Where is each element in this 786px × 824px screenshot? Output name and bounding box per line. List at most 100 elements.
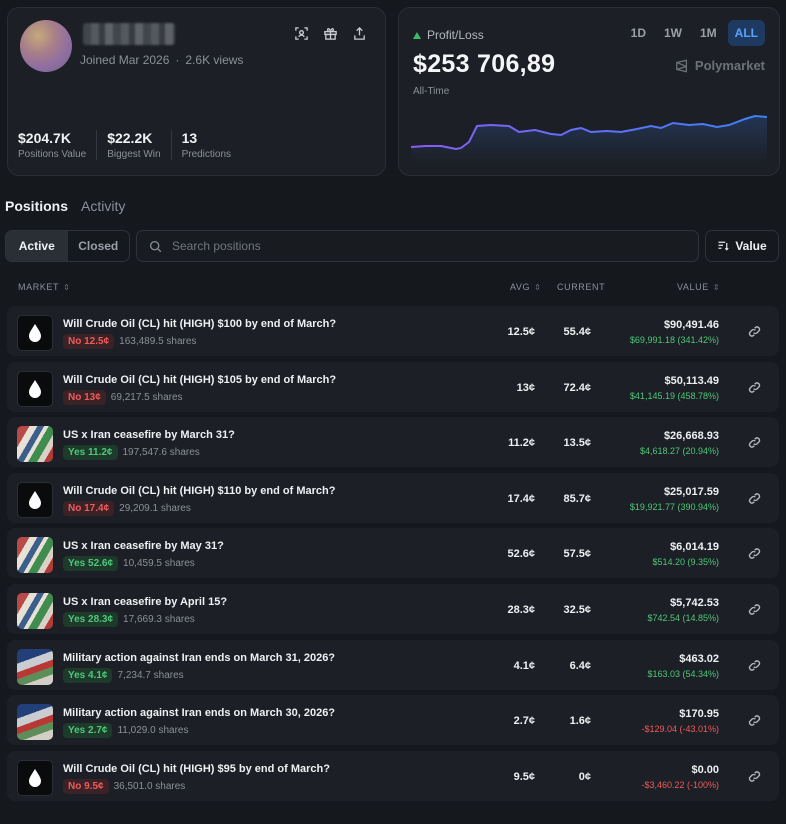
main-tabs: Positions Activity (5, 198, 125, 214)
market-thumbnail (17, 370, 53, 407)
col-market-label: MARKET (18, 282, 60, 292)
position-row[interactable]: Military action against Iran ends on Mar… (7, 695, 779, 746)
outcome-badge: No 17.4¢ (63, 500, 115, 516)
gift-icon[interactable] (323, 26, 338, 41)
position-row[interactable]: US x Iran ceasefire by April 15? Yes 28.… (7, 583, 779, 634)
scan-icon[interactable] (294, 26, 309, 41)
market-title[interactable]: US x Iran ceasefire by May 31? (63, 540, 224, 553)
avg-price: 4.1¢ (513, 659, 535, 672)
range-all[interactable]: ALL (727, 20, 765, 46)
pnl-card: Profit/Loss $253 706,89 All-Time 1D 1W 1… (398, 7, 780, 176)
outcome-badge: Yes 4.1¢ (63, 667, 113, 683)
tab-activity[interactable]: Activity (81, 198, 126, 214)
profile-actions (294, 26, 367, 41)
col-avg[interactable]: AVG ⇕ (510, 282, 541, 292)
sort-arrows-icon: ⇕ (63, 282, 71, 292)
market-thumbnail (17, 759, 53, 796)
position-change: -$129.04 (-43.01%) (641, 724, 719, 735)
col-current[interactable]: CURRENT (557, 282, 605, 292)
position-change: $69,991.18 (341.42%) (629, 335, 719, 345)
position-row[interactable]: Military action against Iran ends on Mar… (7, 639, 779, 690)
oil-drop-icon (29, 490, 41, 509)
market-thumbnail (17, 426, 53, 463)
position-row[interactable]: Will Crude Oil (CL) hit (HIGH) $110 by e… (7, 472, 779, 523)
market-title[interactable]: Military action against Iran ends on Mar… (63, 651, 336, 664)
link-icon[interactable] (748, 436, 761, 449)
brand-name: Polymarket (694, 58, 765, 73)
link-icon[interactable] (748, 603, 761, 616)
position-row[interactable]: Will Crude Oil (CL) hit (HIGH) $105 by e… (7, 361, 779, 412)
outcome-badge: No 12.5¢ (63, 334, 115, 349)
current-price: 1.6¢ (569, 715, 591, 728)
profile-card: Joined Mar 2026 · 2.6K views $204.7K Posit… (7, 7, 386, 176)
stat-predictions: 13 Predictions (182, 130, 241, 160)
shares-count: 197,547.6 shares (122, 447, 200, 459)
position-row[interactable]: Will Crude Oil (CL) hit (HIGH) $95 by en… (7, 750, 779, 801)
avatar[interactable] (20, 20, 72, 72)
market-title[interactable]: Will Crude Oil (CL) hit (HIGH) $110 by e… (63, 484, 336, 497)
position-change: $19,921.77 (390.94%) (629, 501, 719, 512)
position-change: $163.03 (54.34%) (647, 668, 719, 679)
link-icon[interactable] (748, 492, 761, 505)
sort-arrows-icon: ⇕ (534, 282, 542, 292)
range-1m[interactable]: 1M (700, 26, 717, 40)
market-title[interactable]: Military action against Iran ends on Mar… (63, 707, 336, 720)
table-header: MARKET ⇕ AVG ⇕ CURRENT VALUE ⇕ (0, 282, 786, 294)
market-title[interactable]: US x Iran ceasefire by March 31? (63, 429, 235, 442)
current-price: 57.5¢ (563, 548, 591, 561)
market-title[interactable]: Will Crude Oil (CL) hit (HIGH) $95 by en… (63, 762, 330, 775)
position-row[interactable]: Will Crude Oil (CL) hit (HIGH) $100 by e… (7, 306, 779, 356)
tab-positions[interactable]: Positions (5, 198, 69, 214)
current-price: 85.7¢ (563, 492, 591, 505)
position-value: $6,014.19 (670, 541, 719, 554)
avg-price: 13¢ (516, 381, 535, 394)
range-1w[interactable]: 1W (664, 26, 682, 40)
position-detail: No 9.5¢ 36,501.0 shares (63, 778, 185, 794)
market-title[interactable]: US x Iran ceasefire by April 15? (63, 595, 228, 608)
position-change: $4,618.27 (20.94%) (639, 446, 719, 457)
status-filter: Active Closed (5, 230, 130, 262)
search-input[interactable] (172, 239, 672, 253)
oil-drop-icon (29, 379, 41, 398)
market-title[interactable]: Will Crude Oil (CL) hit (HIGH) $100 by e… (63, 318, 337, 330)
avg-price: 12.5¢ (507, 326, 535, 338)
range-1d[interactable]: 1D (630, 26, 646, 40)
avg-price: 9.5¢ (513, 770, 535, 783)
position-row[interactable]: US x Iran ceasefire by March 31? Yes 11.… (7, 417, 779, 468)
market-thumbnail (17, 704, 53, 741)
col-market[interactable]: MARKET ⇕ (18, 282, 70, 292)
avg-price: 11.2¢ (508, 437, 535, 450)
position-row[interactable]: US x Iran ceasefire by May 31? Yes 52.6¢… (7, 528, 779, 579)
link-icon[interactable] (748, 714, 761, 727)
position-value: $90,491.46 (663, 319, 719, 331)
stat-label: Biggest Win (107, 149, 161, 160)
link-icon[interactable] (748, 325, 761, 338)
link-icon[interactable] (748, 770, 761, 783)
position-detail: No 17.4¢ 29,209.1 shares (63, 500, 191, 516)
oil-drop-icon (29, 768, 41, 787)
position-detail: Yes 28.3¢ 17,669.3 shares (63, 611, 195, 627)
market-title[interactable]: Will Crude Oil (CL) hit (HIGH) $105 by e… (63, 373, 337, 386)
col-current-label: CURRENT (557, 282, 606, 292)
outcome-badge: Yes 28.3¢ (63, 611, 119, 627)
link-icon[interactable] (748, 381, 761, 394)
position-detail: No 13¢ 69,217.5 shares (63, 389, 183, 405)
filter-active-button[interactable]: Active (6, 231, 68, 261)
market-thumbnail (17, 481, 53, 518)
current-price: 13.5¢ (563, 437, 591, 450)
views-count: 2.6K views (185, 53, 244, 67)
link-icon[interactable] (748, 659, 761, 672)
current-price: 55.4¢ (563, 326, 591, 338)
share-icon[interactable] (352, 26, 367, 41)
link-icon[interactable] (748, 547, 761, 560)
col-value[interactable]: VALUE ⇕ (677, 282, 720, 292)
filter-closed-button[interactable]: Closed (78, 239, 119, 253)
position-value: $25,017.59 (663, 485, 719, 498)
col-value-label: VALUE (677, 282, 709, 292)
pnl-period: All-Time (413, 86, 450, 97)
stat-positions-value: $204.7K Positions Value (18, 130, 98, 160)
avg-price: 28.3¢ (507, 603, 535, 616)
sort-value-button[interactable]: Value (705, 230, 779, 262)
outcome-badge: Yes 52.6¢ (63, 556, 119, 572)
position-change: $41,145.19 (458.78%) (629, 390, 719, 401)
